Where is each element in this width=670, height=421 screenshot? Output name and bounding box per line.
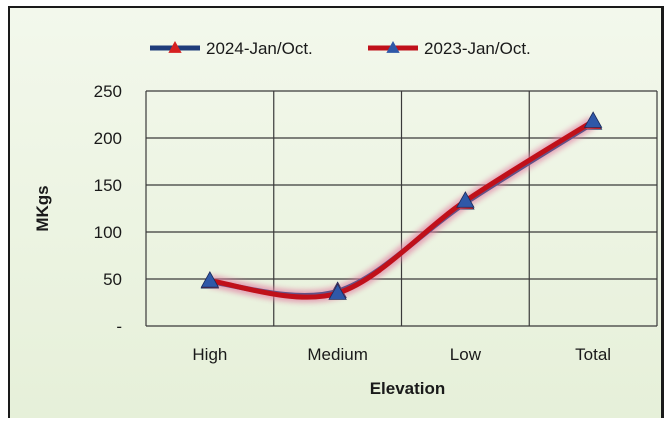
legend: 2024-Jan/Oct. 2023-Jan/Oct. bbox=[150, 39, 531, 58]
grid bbox=[145, 90, 658, 327]
chart-frame: - 50 100 150 200 250 High Medium Low Total Elevati… bbox=[8, 6, 664, 418]
y-tick-label: 50 bbox=[103, 270, 122, 289]
data-point bbox=[456, 191, 475, 208]
y-tick-label: 100 bbox=[94, 223, 122, 242]
data-point bbox=[583, 111, 603, 128]
legend-swatch-marker bbox=[168, 41, 182, 53]
y-tick-label: 200 bbox=[94, 129, 122, 148]
x-tick-label: Total bbox=[575, 345, 611, 364]
legend-label: 2023-Jan/Oct. bbox=[424, 39, 531, 58]
legend-item-1: 2023-Jan/Oct. bbox=[368, 39, 531, 58]
series-group bbox=[200, 111, 603, 303]
x-tick-label: Low bbox=[450, 345, 482, 364]
x-tick-label: Medium bbox=[307, 345, 367, 364]
legend-label: 2024-Jan/Oct. bbox=[206, 39, 313, 58]
data-point bbox=[200, 271, 220, 288]
x-tick-label: High bbox=[192, 345, 227, 364]
series-line bbox=[207, 118, 596, 300]
legend-item-0: 2024-Jan/Oct. bbox=[150, 39, 313, 58]
data-point bbox=[328, 283, 347, 300]
y-tick-label: 150 bbox=[94, 176, 122, 195]
y-tick-label: 250 bbox=[94, 82, 122, 101]
series-1 bbox=[200, 111, 603, 303]
line-chart: - 50 100 150 200 250 High Medium Low Total Elevati… bbox=[33, 39, 658, 398]
y-tick-label: - bbox=[116, 317, 122, 336]
x-axis-title: Elevation bbox=[370, 379, 446, 398]
axes: - 50 100 150 200 250 High Medium Low Total Elevati… bbox=[33, 82, 611, 398]
y-axis-title: MKgs bbox=[33, 185, 52, 231]
legend-swatch-marker bbox=[386, 41, 400, 53]
